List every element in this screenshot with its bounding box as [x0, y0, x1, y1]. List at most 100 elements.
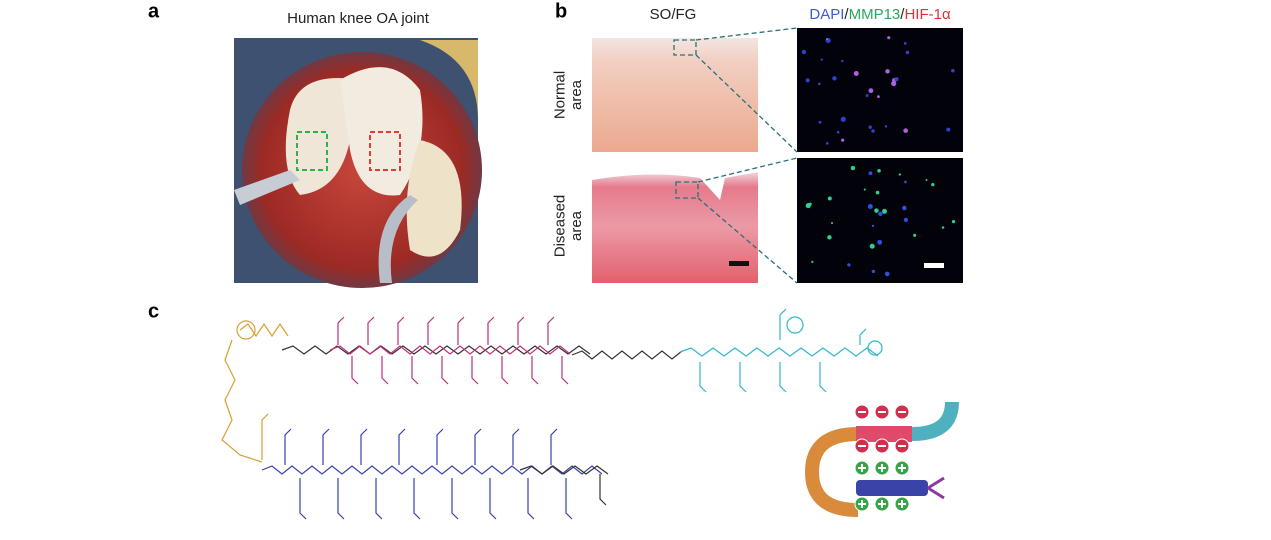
side-chain — [599, 474, 607, 506]
side-chain — [351, 356, 359, 385]
cell-dot — [925, 179, 928, 182]
cell-dot — [894, 77, 899, 82]
side-chain — [739, 362, 747, 393]
side-chain — [337, 316, 345, 345]
cell-dot — [877, 95, 880, 99]
cell-dot — [867, 204, 873, 209]
row-label: Normalarea — [551, 71, 585, 119]
cell-dot — [805, 78, 810, 83]
cell-dot — [832, 76, 837, 81]
cell-dot — [898, 173, 902, 176]
side-chain — [299, 478, 307, 520]
cell-dot — [884, 271, 890, 277]
bond-chain — [519, 465, 609, 475]
bond-chain — [329, 345, 571, 355]
cell-dot — [853, 71, 859, 76]
normal-histology — [592, 38, 758, 152]
side-chain — [819, 362, 827, 393]
cell-dot — [820, 58, 823, 61]
cell-dot — [905, 50, 910, 55]
cell-dot — [902, 205, 907, 211]
bond-chain — [571, 350, 683, 360]
normal-fluorescence — [797, 28, 963, 152]
cell-dot — [818, 120, 822, 124]
cell-dot — [871, 269, 876, 274]
side-chain — [550, 428, 558, 465]
side-chain — [474, 428, 482, 465]
cell-dot — [841, 138, 845, 142]
side-chain — [512, 428, 520, 465]
ring — [236, 320, 256, 340]
cell-signals — [801, 36, 956, 277]
cell-dot — [891, 80, 897, 87]
cell-dot — [931, 182, 935, 187]
cell-dot — [868, 88, 874, 94]
cell-dot — [805, 203, 811, 209]
cell-dot — [903, 42, 907, 45]
cell-dot — [887, 36, 891, 40]
bond-chain — [221, 339, 263, 463]
cell-dot — [869, 243, 875, 249]
cell-dot — [903, 217, 909, 222]
side-chain — [565, 478, 573, 520]
cell-dot — [850, 165, 856, 171]
separator: / — [900, 6, 905, 23]
side-chain — [436, 428, 444, 465]
stain-dapi: DAPI — [809, 6, 844, 23]
cell-dot — [951, 68, 955, 73]
side-chain — [527, 478, 535, 520]
cell-dot — [871, 224, 875, 228]
row-label-line: area — [568, 210, 585, 241]
row-label-line: area — [568, 79, 585, 110]
row-label-line: Normal — [551, 71, 568, 119]
side-chain — [322, 428, 330, 465]
cell-dot — [825, 38, 829, 41]
side-chain — [487, 316, 495, 345]
cell-dot — [951, 219, 956, 224]
panel-title: Human knee OA joint — [287, 10, 430, 27]
cell-dot — [882, 208, 887, 214]
cell-dot — [863, 188, 866, 191]
cell-dot — [827, 235, 832, 240]
cell-dot — [836, 130, 840, 134]
side-chain — [427, 316, 435, 345]
diseased-fluorescence — [797, 158, 963, 283]
bond-chain — [281, 345, 591, 355]
side-chain — [375, 478, 383, 520]
bond-chain — [239, 322, 289, 338]
side-chain — [779, 308, 787, 340]
side-chain — [413, 478, 421, 520]
side-chain — [517, 316, 525, 345]
cell-dot — [811, 260, 814, 264]
side-chain — [859, 328, 867, 345]
cell-dot — [877, 168, 881, 173]
cell-dot — [868, 171, 873, 176]
cell-dot — [801, 49, 807, 55]
knee-photo — [234, 38, 482, 288]
stain-mmp13: MMP13 — [849, 6, 901, 23]
cell-dot — [877, 239, 883, 245]
side-chain — [411, 356, 419, 385]
scale-bar — [924, 263, 944, 268]
scale-bar — [729, 261, 749, 266]
side-chain — [699, 362, 707, 393]
cell-dot — [904, 180, 907, 184]
side-chain — [337, 478, 345, 520]
panel-title: SO/FG — [650, 6, 697, 23]
cell-dot — [871, 129, 875, 133]
cell-dot — [874, 208, 879, 213]
row-label: Diseasedarea — [551, 195, 585, 258]
side-chain — [561, 356, 569, 385]
bond-chain — [679, 347, 879, 357]
cell-dot — [830, 222, 834, 225]
stain-hif: HIF-1α — [904, 6, 951, 23]
peptide-structure — [221, 308, 883, 520]
cell-dot — [841, 59, 844, 63]
separator: / — [844, 6, 849, 23]
cell-dot — [885, 69, 890, 74]
panel-label: b — [555, 0, 567, 22]
side-chain — [397, 316, 405, 345]
side-chain — [441, 356, 449, 385]
